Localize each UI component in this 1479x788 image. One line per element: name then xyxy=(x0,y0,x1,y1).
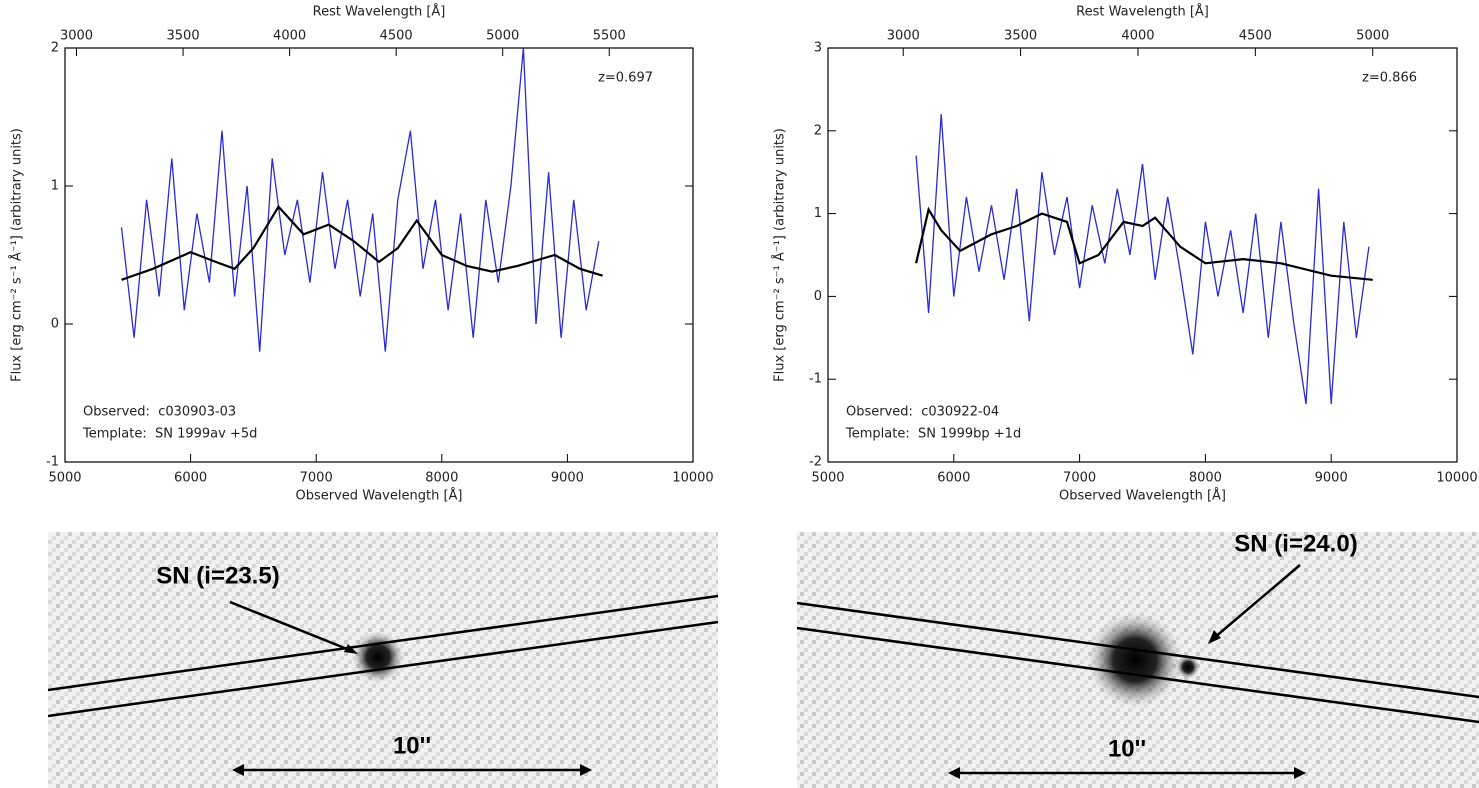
slit xyxy=(47,620,719,718)
x-tick-label: 10000 xyxy=(672,471,713,486)
slit xyxy=(796,601,1479,699)
x-tick-label: 9000 xyxy=(551,471,584,486)
x-tick-label: 9000 xyxy=(1315,471,1348,486)
image-panel: SN (i=23.5) 10'' xyxy=(47,532,719,788)
x2-tick-label: 4500 xyxy=(1239,29,1272,44)
arrow-head xyxy=(1208,630,1221,644)
y-tick-label: 0 xyxy=(51,317,59,332)
spectrum-line xyxy=(120,47,600,352)
scale-label: 10'' xyxy=(1108,735,1146,762)
x2-tick-label: 5000 xyxy=(1356,29,1389,44)
legend-entry: Observed: c030903-03 xyxy=(83,405,236,420)
scale-label: 10'' xyxy=(393,732,431,759)
spectrum-line xyxy=(915,206,1373,281)
image-panel: SN (i=24.0) 10'' xyxy=(796,530,1479,788)
x-tick-label: 10000 xyxy=(1436,471,1477,486)
x2-tick-label: 4000 xyxy=(273,29,306,44)
y-tick-label: 2 xyxy=(51,41,59,56)
source xyxy=(1176,655,1200,679)
spectrum-chart: 5000 6000 7000 8000 9000 10000 3000 3500 4000 450… xyxy=(772,4,1478,504)
arrow-head xyxy=(232,764,244,776)
x-axis-label: Observed Wavelength [Å] xyxy=(296,488,463,504)
x-tick-label: 7000 xyxy=(300,471,333,486)
sn-label: SN (i=24.0) xyxy=(1234,530,1357,557)
y-tick-label: 1 xyxy=(814,206,822,221)
source xyxy=(352,631,404,683)
x-axis-label: Observed Wavelength [Å] xyxy=(1059,488,1226,504)
y-axis-label: Flux [erg cm⁻² s⁻¹ Å⁻¹] (arbitrary units… xyxy=(772,128,788,382)
x2-tick-label: 3000 xyxy=(887,29,920,44)
x2-tick-label: 5000 xyxy=(486,29,519,44)
slit xyxy=(47,594,719,692)
x-tick-label: 8000 xyxy=(425,471,458,486)
x2-axis-label: Rest Wavelength [Å] xyxy=(313,4,446,20)
x-tick-label: 6000 xyxy=(937,471,970,486)
y-tick-label: -1 xyxy=(46,455,59,470)
redshift-label: z=0.697 xyxy=(598,71,653,86)
y-tick-label: -1 xyxy=(809,372,822,387)
arrow-head xyxy=(344,644,358,654)
legend-entry: Template: SN 1999av +5d xyxy=(82,427,257,442)
y-tick-label: 0 xyxy=(814,289,822,304)
pointer xyxy=(229,600,353,653)
x-tick-label: 7000 xyxy=(1063,471,1096,486)
x2-tick-label: 3000 xyxy=(60,29,93,44)
x2-tick-label: 3500 xyxy=(167,29,200,44)
x2-tick-label: 3500 xyxy=(1004,29,1037,44)
sn-label: SN (i=23.5) xyxy=(156,562,279,589)
arrow-head xyxy=(580,764,592,776)
spectrum-line xyxy=(121,204,603,281)
x2-tick-label: 4500 xyxy=(380,29,413,44)
slit xyxy=(796,626,1479,724)
plot-frame xyxy=(827,47,1458,463)
arrow-head xyxy=(948,767,960,779)
host-galaxy xyxy=(1087,612,1183,708)
spectrum-line xyxy=(915,114,1370,405)
spectrum-chart: 5000 6000 7000 8000 9000 10000 3000 3500 4000 450… xyxy=(9,4,714,504)
x-tick-label: 6000 xyxy=(174,471,207,486)
plot-frame xyxy=(64,47,694,463)
redshift-label: z=0.866 xyxy=(1362,71,1417,86)
y-tick-label: 1 xyxy=(51,179,59,194)
y-tick-label: -2 xyxy=(809,455,822,470)
arrow-head xyxy=(1294,767,1306,779)
y-tick-label: 3 xyxy=(814,41,822,56)
x2-axis-label: Rest Wavelength [Å] xyxy=(1076,4,1209,20)
pointer xyxy=(1213,564,1301,639)
x-tick-label: 5000 xyxy=(811,471,844,486)
legend-entry: Observed: c030922-04 xyxy=(846,405,999,420)
x-tick-label: 5000 xyxy=(48,471,81,486)
legend-entry: Template: SN 1999bp +1d xyxy=(845,427,1021,442)
x2-tick-label: 5500 xyxy=(593,29,626,44)
x-tick-label: 8000 xyxy=(1189,471,1222,486)
x2-tick-label: 4000 xyxy=(1121,29,1154,44)
y-tick-label: 2 xyxy=(814,123,822,138)
y-axis-label: Flux [erg cm⁻² s⁻¹ Å⁻¹] (arbitrary units… xyxy=(9,128,25,382)
